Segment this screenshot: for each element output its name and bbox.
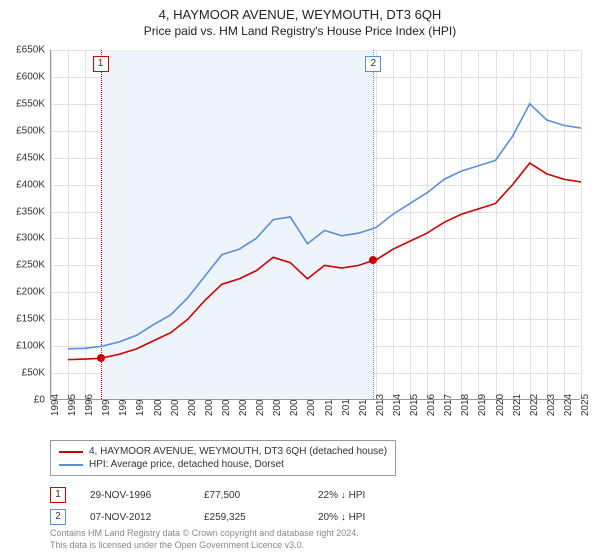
- sale-point-dot: [369, 256, 377, 264]
- chart-container: 4, HAYMOOR AVENUE, WEYMOUTH, DT3 6QH Pri…: [0, 0, 600, 560]
- annotation-price: £259,325: [204, 512, 294, 523]
- y-axis-label: £100K: [16, 341, 45, 352]
- annotation-marker: 1: [50, 487, 66, 503]
- annotation-price: £77,500: [204, 490, 294, 501]
- annotation-delta: 22% ↓ HPI: [318, 490, 408, 501]
- footer-line: Contains HM Land Registry data © Crown c…: [50, 528, 359, 540]
- chart-title: 4, HAYMOOR AVENUE, WEYMOUTH, DT3 6QH: [0, 0, 600, 24]
- legend-item: 4, HAYMOOR AVENUE, WEYMOUTH, DT3 6QH (de…: [59, 445, 387, 458]
- y-axis-label: £50K: [22, 368, 45, 379]
- annotation-marker: 2: [50, 509, 66, 525]
- footer-attribution: Contains HM Land Registry data © Crown c…: [50, 528, 359, 551]
- sale-point-dot: [97, 354, 105, 362]
- legend-item: HPI: Average price, detached house, Dors…: [59, 458, 387, 471]
- annotation-date: 29-NOV-1996: [90, 490, 180, 501]
- y-axis-label: £500K: [16, 125, 45, 136]
- legend: 4, HAYMOOR AVENUE, WEYMOUTH, DT3 6QH (de…: [50, 440, 396, 476]
- footer-line: This data is licensed under the Open Gov…: [50, 540, 359, 552]
- y-axis-label: £550K: [16, 98, 45, 109]
- annotation-row: 2 07-NOV-2012 £259,325 20% ↓ HPI: [50, 506, 408, 528]
- legend-label: 4, HAYMOOR AVENUE, WEYMOUTH, DT3 6QH (de…: [89, 446, 387, 457]
- y-axis-label: £250K: [16, 260, 45, 271]
- annotation-table: 1 29-NOV-1996 £77,500 22% ↓ HPI 2 07-NOV…: [50, 484, 408, 528]
- sale-marker-box: 1: [93, 56, 109, 72]
- annotation-delta: 20% ↓ HPI: [318, 512, 408, 523]
- legend-swatch: [59, 451, 83, 453]
- chart-area: 12 £0£50K£100K£150K£200K£250K£300K£350K£…: [50, 50, 580, 400]
- series-lines: [51, 50, 581, 400]
- y-axis-label: £300K: [16, 233, 45, 244]
- annotation-date: 07-NOV-2012: [90, 512, 180, 523]
- chart-subtitle: Price paid vs. HM Land Registry's House …: [0, 24, 600, 42]
- legend-swatch: [59, 464, 83, 466]
- y-axis-label: £0: [34, 395, 45, 406]
- series-line-hpi: [68, 104, 581, 349]
- legend-label: HPI: Average price, detached house, Dors…: [89, 459, 284, 470]
- y-axis-label: £200K: [16, 287, 45, 298]
- annotation-row: 1 29-NOV-1996 £77,500 22% ↓ HPI: [50, 484, 408, 506]
- sale-marker-box: 2: [365, 56, 381, 72]
- x-axis-label: 2025: [580, 394, 591, 416]
- y-axis-label: £450K: [16, 152, 45, 163]
- plot-region: 12: [50, 50, 580, 400]
- y-axis-label: £350K: [16, 206, 45, 217]
- y-axis-label: £400K: [16, 179, 45, 190]
- y-axis-label: £650K: [16, 45, 45, 56]
- y-axis-label: £600K: [16, 71, 45, 82]
- y-axis-label: £150K: [16, 314, 45, 325]
